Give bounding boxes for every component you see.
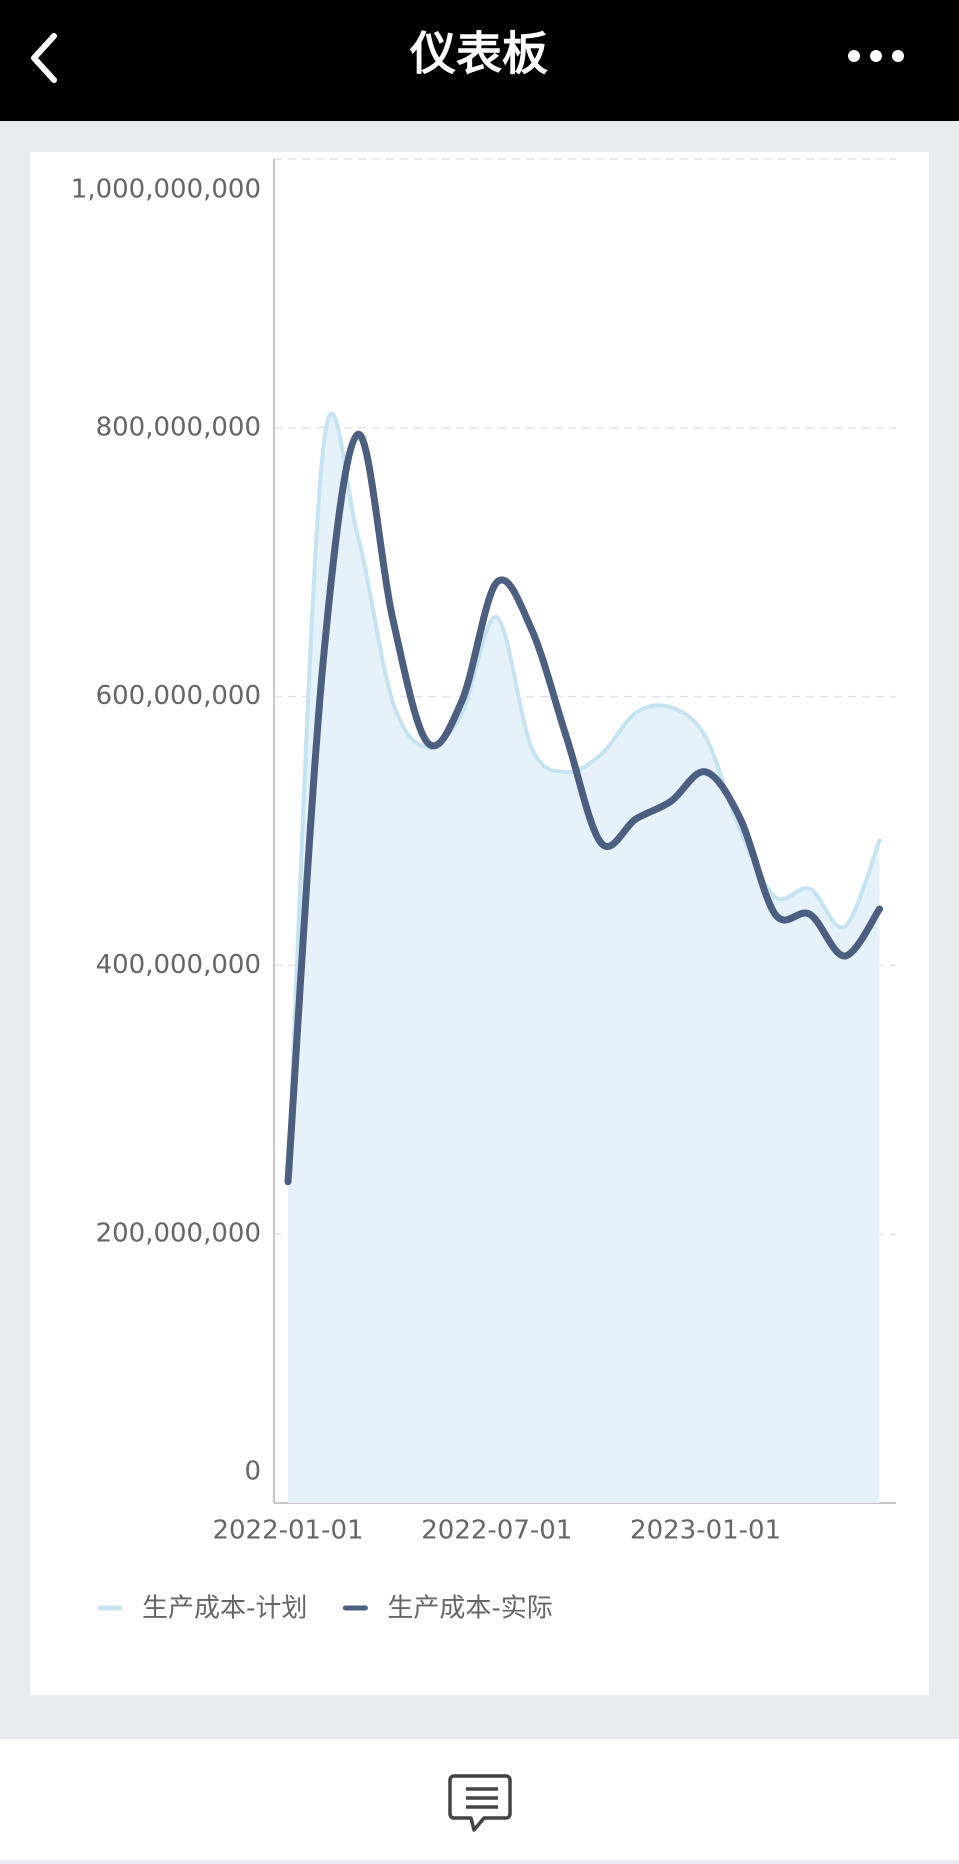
y-tick-label: 0	[244, 1457, 261, 1487]
series-area	[288, 413, 880, 1504]
comment-button[interactable]	[448, 1774, 512, 1832]
top-bar	[0, 0, 959, 121]
x-tick-label: 2022-07-01	[421, 1516, 572, 1546]
x-tick-label: 2022-01-01	[212, 1516, 363, 1546]
back-button[interactable]	[31, 33, 57, 83]
chart: 0 200,000,000 400,000,000 600,000,000 800,00…	[71, 158, 896, 1624]
legend-label: 生产成本-实际	[387, 1594, 552, 1624]
legend-label: 生产成本-计划	[142, 1594, 307, 1624]
y-tick-label: 200,000,000	[96, 1219, 261, 1249]
y-tick-label: 1,000,000,000	[71, 175, 261, 205]
y-tick-label: 400,000,000	[96, 950, 261, 980]
x-tick-label: 2023-01-01	[630, 1516, 781, 1546]
series-line	[284, 430, 884, 1186]
page-title: 仪表板	[409, 27, 548, 81]
more-button[interactable]	[848, 50, 904, 62]
y-tick-label: 800,000,000	[96, 412, 261, 442]
y-tick-label: 600,000,000	[96, 681, 261, 711]
